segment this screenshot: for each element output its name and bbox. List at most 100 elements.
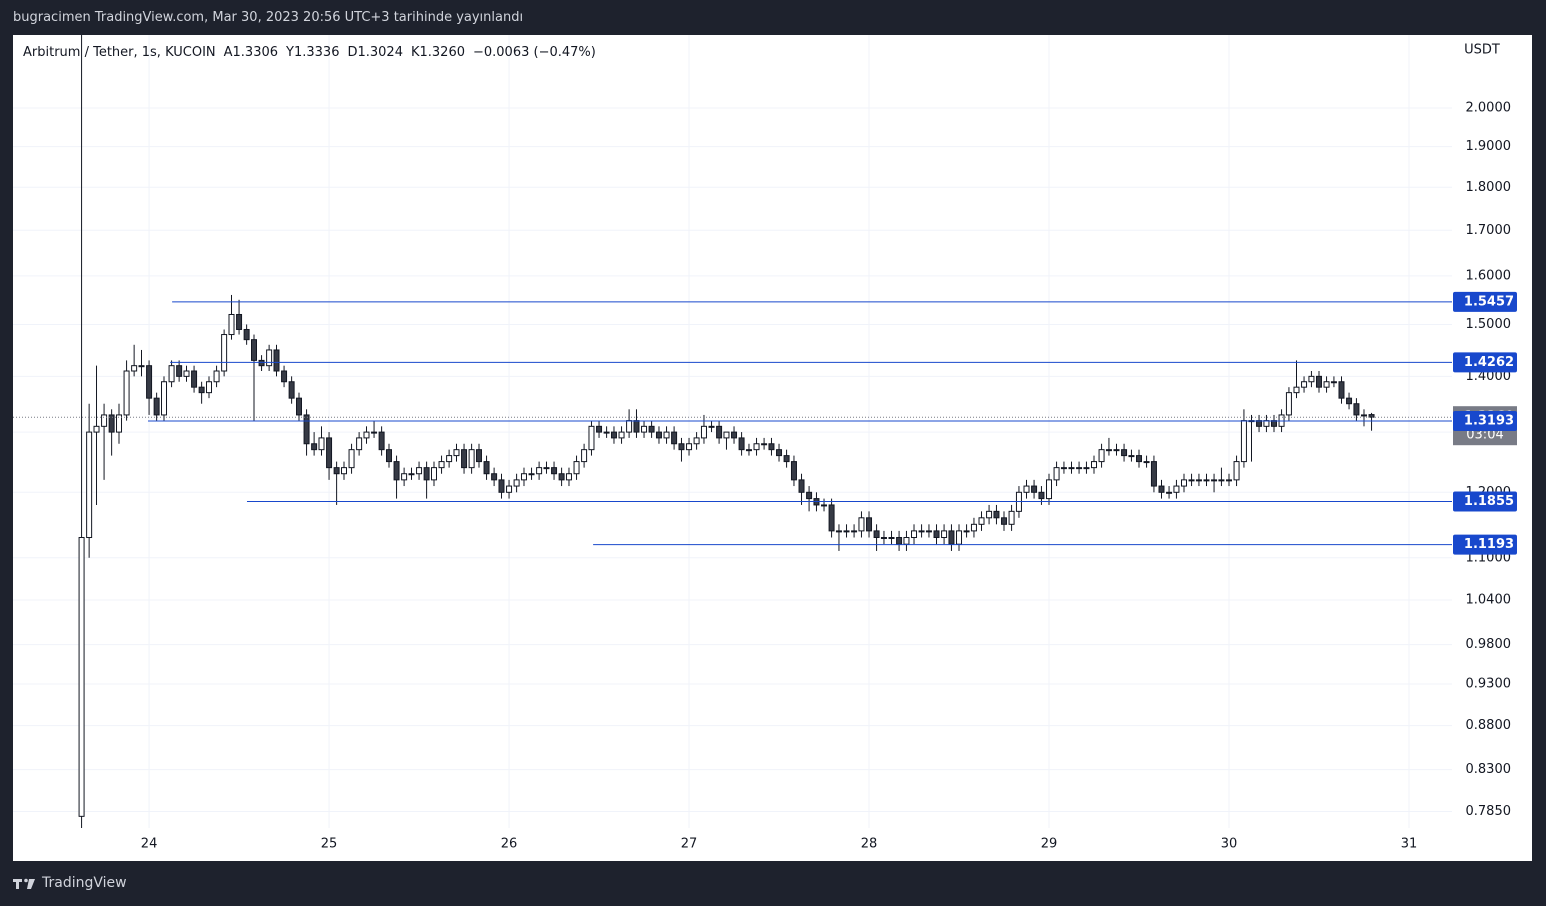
price-label-box <box>1453 352 1517 373</box>
candle-body <box>1323 381 1330 388</box>
candle-body <box>1121 449 1128 457</box>
candle-body <box>385 449 392 463</box>
candle-body <box>596 425 603 433</box>
candle-body <box>911 530 918 539</box>
candle-body <box>513 479 520 487</box>
plot <box>78 35 1375 828</box>
x-tick-label: 31 <box>1401 837 1418 852</box>
candle-body <box>888 537 895 540</box>
candle-body <box>925 530 932 533</box>
candle-body <box>731 431 738 439</box>
y-tick-label: 0.8800 <box>1466 718 1512 733</box>
candle-body <box>828 504 835 532</box>
candle-body <box>1173 485 1180 493</box>
candle-body <box>311 443 318 451</box>
candle-body <box>1038 491 1045 500</box>
candle-body <box>693 437 700 445</box>
candle-body <box>806 491 813 500</box>
candle-body <box>416 467 423 475</box>
candle-body <box>588 425 595 451</box>
candle-body <box>251 339 258 361</box>
candle-body <box>970 523 977 532</box>
y-tick-label: 1.8000 <box>1466 180 1512 195</box>
candle-body <box>678 443 685 451</box>
candle-body <box>138 365 145 368</box>
candle-body <box>461 449 468 469</box>
candle-body <box>153 397 160 416</box>
candle-body <box>288 381 295 399</box>
grid <box>13 35 1452 828</box>
price-label: 1.4262 <box>1464 355 1514 370</box>
candle-body <box>708 425 715 428</box>
candle-body <box>401 473 408 481</box>
candle-body <box>1046 479 1053 500</box>
candle-body <box>1285 392 1292 416</box>
candle-body <box>686 443 693 451</box>
candle-body <box>993 510 1000 519</box>
candle-body <box>258 359 265 367</box>
candle-body <box>1240 420 1247 463</box>
candle-body <box>528 473 535 476</box>
candle-body <box>941 530 948 539</box>
x-tick-label: 27 <box>681 837 698 852</box>
candle-body <box>1346 397 1353 405</box>
candle-body <box>821 504 828 507</box>
currency: USDT <box>1464 43 1500 58</box>
candle-body <box>1188 479 1195 482</box>
countdown: 03:04 <box>1466 428 1503 443</box>
change: −0.0063 (−0.47%) <box>472 45 596 60</box>
x-tick-label: 26 <box>501 837 518 852</box>
y-tick-label: 1.5000 <box>1466 317 1512 332</box>
candle-body <box>1031 485 1038 493</box>
candle-body <box>776 449 783 457</box>
y-tick-label: 1.7000 <box>1466 223 1512 238</box>
x-tick-label: 24 <box>141 837 158 852</box>
candle-body <box>798 479 805 493</box>
candle-body <box>131 365 138 372</box>
candle-body <box>790 461 797 481</box>
candle-body <box>663 431 670 439</box>
candle-body <box>1113 449 1120 452</box>
price-label: 1.1193 <box>1464 537 1514 552</box>
candle-body <box>716 425 723 439</box>
tv-logo <box>13 878 35 889</box>
ohlc-low: D1.3024 <box>347 45 403 60</box>
candle-body <box>1105 449 1112 452</box>
candle-body <box>1128 455 1135 458</box>
candle-body <box>438 461 445 469</box>
candle-body <box>468 449 475 469</box>
candle-body <box>1368 414 1375 418</box>
y-tick-label: 1.0400 <box>1466 592 1512 607</box>
candle-body <box>1060 467 1067 470</box>
candle-body <box>1136 455 1143 463</box>
candle-body <box>453 449 460 457</box>
candle-body <box>558 473 565 481</box>
candle-body <box>1315 375 1322 388</box>
candle-body <box>1330 381 1337 384</box>
candle-body <box>603 431 610 434</box>
candle-body <box>873 530 880 539</box>
x-tick-label: 25 <box>321 837 338 852</box>
candle-body <box>116 414 123 433</box>
candle-body <box>213 370 220 383</box>
candle-body <box>296 397 303 416</box>
candle-body <box>1053 467 1060 481</box>
candle-body <box>176 365 183 377</box>
candle-body <box>378 431 385 451</box>
candle-body <box>348 449 355 469</box>
y-tick-label: 1.4000 <box>1466 369 1512 384</box>
candle-body <box>978 517 985 525</box>
y-tick-label: 0.7850 <box>1466 804 1512 819</box>
candle-body <box>1293 386 1300 394</box>
x-tick-label: 29 <box>1041 837 1058 852</box>
candle-body <box>1233 461 1240 481</box>
candle-body <box>78 537 85 817</box>
candle-body <box>1098 449 1105 463</box>
candle-body <box>858 517 865 532</box>
candle-body <box>93 425 100 433</box>
price-label: 1.5457 <box>1464 294 1514 309</box>
candle-body <box>655 431 662 439</box>
candle-body <box>430 467 437 481</box>
candle-body <box>161 381 168 416</box>
